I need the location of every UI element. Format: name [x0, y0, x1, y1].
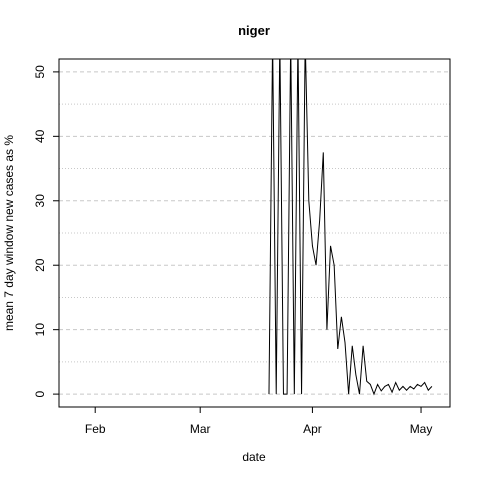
- y-axis: 0 10 20 30 40 50: [33, 65, 59, 397]
- y-tick-label: 30: [33, 194, 47, 208]
- x-axis: Feb Mar Apr May: [85, 407, 433, 436]
- x-tick-label: May: [410, 422, 433, 436]
- y-tick-label: 10: [33, 323, 47, 337]
- x-tick-label: Mar: [190, 422, 211, 436]
- chart-title: niger: [238, 23, 270, 38]
- y-tick-label: 20: [33, 258, 47, 272]
- y-tick-label: 0: [33, 390, 47, 397]
- y-tick-label: 50: [33, 65, 47, 79]
- x-tick-label: Apr: [303, 422, 322, 436]
- x-axis-label: date: [242, 450, 266, 464]
- grid: [59, 71, 450, 395]
- plot-frame: [58, 58, 451, 408]
- series-line: [268, 59, 433, 396]
- x-tick-label: Feb: [85, 422, 106, 436]
- y-axis-label: mean 7 day window new cases as %: [2, 135, 16, 331]
- y-tick-label: 40: [33, 129, 47, 143]
- series: [268, 59, 433, 396]
